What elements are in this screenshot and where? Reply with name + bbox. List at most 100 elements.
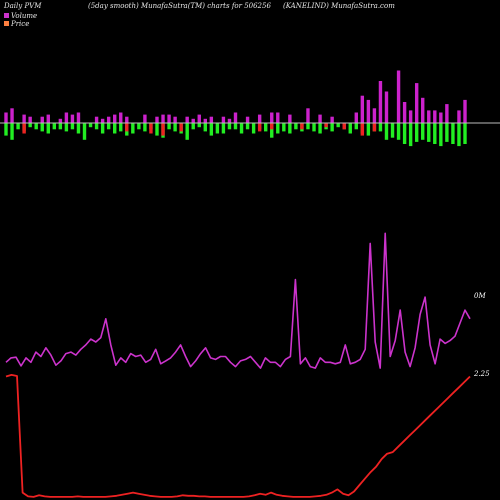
volume-bar-down — [58, 123, 63, 130]
volume-bar-down — [354, 123, 358, 130]
volume-bar-red — [125, 123, 129, 132]
volume-bar-up — [203, 118, 207, 123]
volume-bar-up — [288, 114, 292, 123]
chart-title-left: Daily PVM — [3, 2, 42, 10]
volume-bar-up — [421, 97, 425, 123]
volume-bar-up — [433, 110, 437, 123]
volume-bar-down — [40, 123, 44, 132]
legend: Volume Price — [4, 12, 37, 28]
volume-bar-down — [16, 123, 20, 130]
volume-bar-up — [276, 112, 280, 123]
volume-bar-red — [161, 123, 165, 136]
volume-bar-red — [300, 123, 304, 130]
volume-bar-down — [402, 123, 407, 144]
volume-bar-up — [209, 116, 214, 123]
volume-bar-up — [384, 91, 389, 123]
volume-bar-up — [366, 99, 371, 123]
volume-bar-up — [46, 114, 50, 123]
volume-bar-down — [336, 123, 340, 128]
volume-bar-down — [4, 123, 8, 136]
volume-bar-up — [113, 114, 117, 123]
volume-bar-up — [58, 118, 63, 123]
volume-bar-down — [88, 123, 93, 128]
volume-bar-down — [276, 123, 280, 134]
volume-bar-up — [28, 116, 32, 123]
price-line — [5, 373, 471, 498]
volume-bar-down — [34, 123, 38, 130]
volume-bar-down — [137, 123, 141, 130]
volume-bar-up — [354, 112, 358, 123]
volume-bar-down — [167, 123, 171, 130]
volume-bar-up — [221, 116, 226, 123]
volume-bar-down — [433, 123, 437, 144]
volume-bar-up — [360, 95, 365, 123]
volume-bar-up — [4, 112, 8, 123]
volume-bar-up — [396, 70, 401, 123]
volume-bar-down — [439, 123, 443, 147]
volume-bar-down — [191, 123, 195, 130]
volume-bar-down — [421, 123, 425, 140]
volume-bar-down — [463, 123, 467, 144]
volume-bar-up — [414, 83, 419, 123]
volume-bar-down — [203, 123, 207, 132]
volume-bar-up — [125, 116, 129, 123]
volume-bar-up — [372, 108, 377, 123]
volume-bar-down — [270, 123, 274, 138]
volume-bar-up — [439, 112, 443, 123]
volume-bar-down — [251, 123, 256, 134]
volume-bar-up — [227, 118, 232, 123]
volume-bar-down — [312, 123, 316, 132]
volume-bar-up — [270, 112, 274, 123]
volume-bar-up — [155, 116, 159, 123]
volume-bar-up — [119, 112, 123, 123]
volume-bar-red — [372, 123, 377, 132]
volume-bar-up — [106, 116, 111, 123]
volume-bar-up — [306, 108, 310, 123]
volume-bar-down — [414, 123, 419, 142]
volume-bar-up — [427, 110, 431, 123]
volume-bar-down — [106, 123, 111, 130]
volume-bar-down — [221, 123, 226, 134]
volume-bar-down — [52, 123, 57, 130]
volume-bar-up — [100, 118, 105, 123]
chart-title-smooth: (5day smooth) MunafaSutra(TM) charts for… — [88, 2, 271, 10]
volume-bar-down — [100, 123, 105, 134]
volume-bar-down — [384, 123, 389, 140]
volume-bar-up — [64, 112, 69, 123]
volume-bar-up — [330, 116, 334, 123]
volume-bar-down — [119, 123, 123, 132]
volume-bar-up — [167, 114, 171, 123]
volume-bar-down — [227, 123, 232, 130]
volume-bar-down — [113, 123, 117, 134]
volume-bar-down — [185, 123, 189, 140]
volume-bar-red — [179, 123, 183, 132]
volume-bar-down — [239, 123, 244, 134]
volume-bar-down — [233, 123, 238, 130]
volume-bar-down — [396, 123, 401, 140]
volume-bar-down — [209, 123, 214, 136]
volume-bar-red — [270, 123, 274, 130]
volume-bar-up — [191, 118, 195, 123]
volume-bar-down — [378, 123, 383, 132]
volume-bar-up — [463, 99, 467, 123]
volume-bar-down — [245, 123, 250, 130]
chart-title-right: (KANELIND) MunafaSutra.com — [283, 2, 395, 10]
volume-bar-up — [70, 114, 75, 123]
volume-bar-red — [342, 123, 346, 130]
volume-bar-up — [402, 102, 407, 123]
volume-bar-down — [64, 123, 69, 132]
volume-bar-up — [257, 114, 262, 123]
volume-bar-down — [457, 123, 461, 147]
volume-bar-down — [155, 123, 159, 136]
volume-bar-down — [173, 123, 177, 132]
volume-bar-up — [457, 110, 461, 123]
volume-bar-up — [408, 110, 413, 123]
volume-bar-up — [318, 114, 322, 123]
volume-bar-up — [233, 112, 238, 123]
volume-bar-down — [82, 123, 87, 140]
legend-price-swatch — [4, 21, 9, 26]
volume-bar-down — [348, 123, 352, 134]
volume-bar-up — [185, 116, 189, 123]
volume-bar-up — [197, 114, 201, 123]
